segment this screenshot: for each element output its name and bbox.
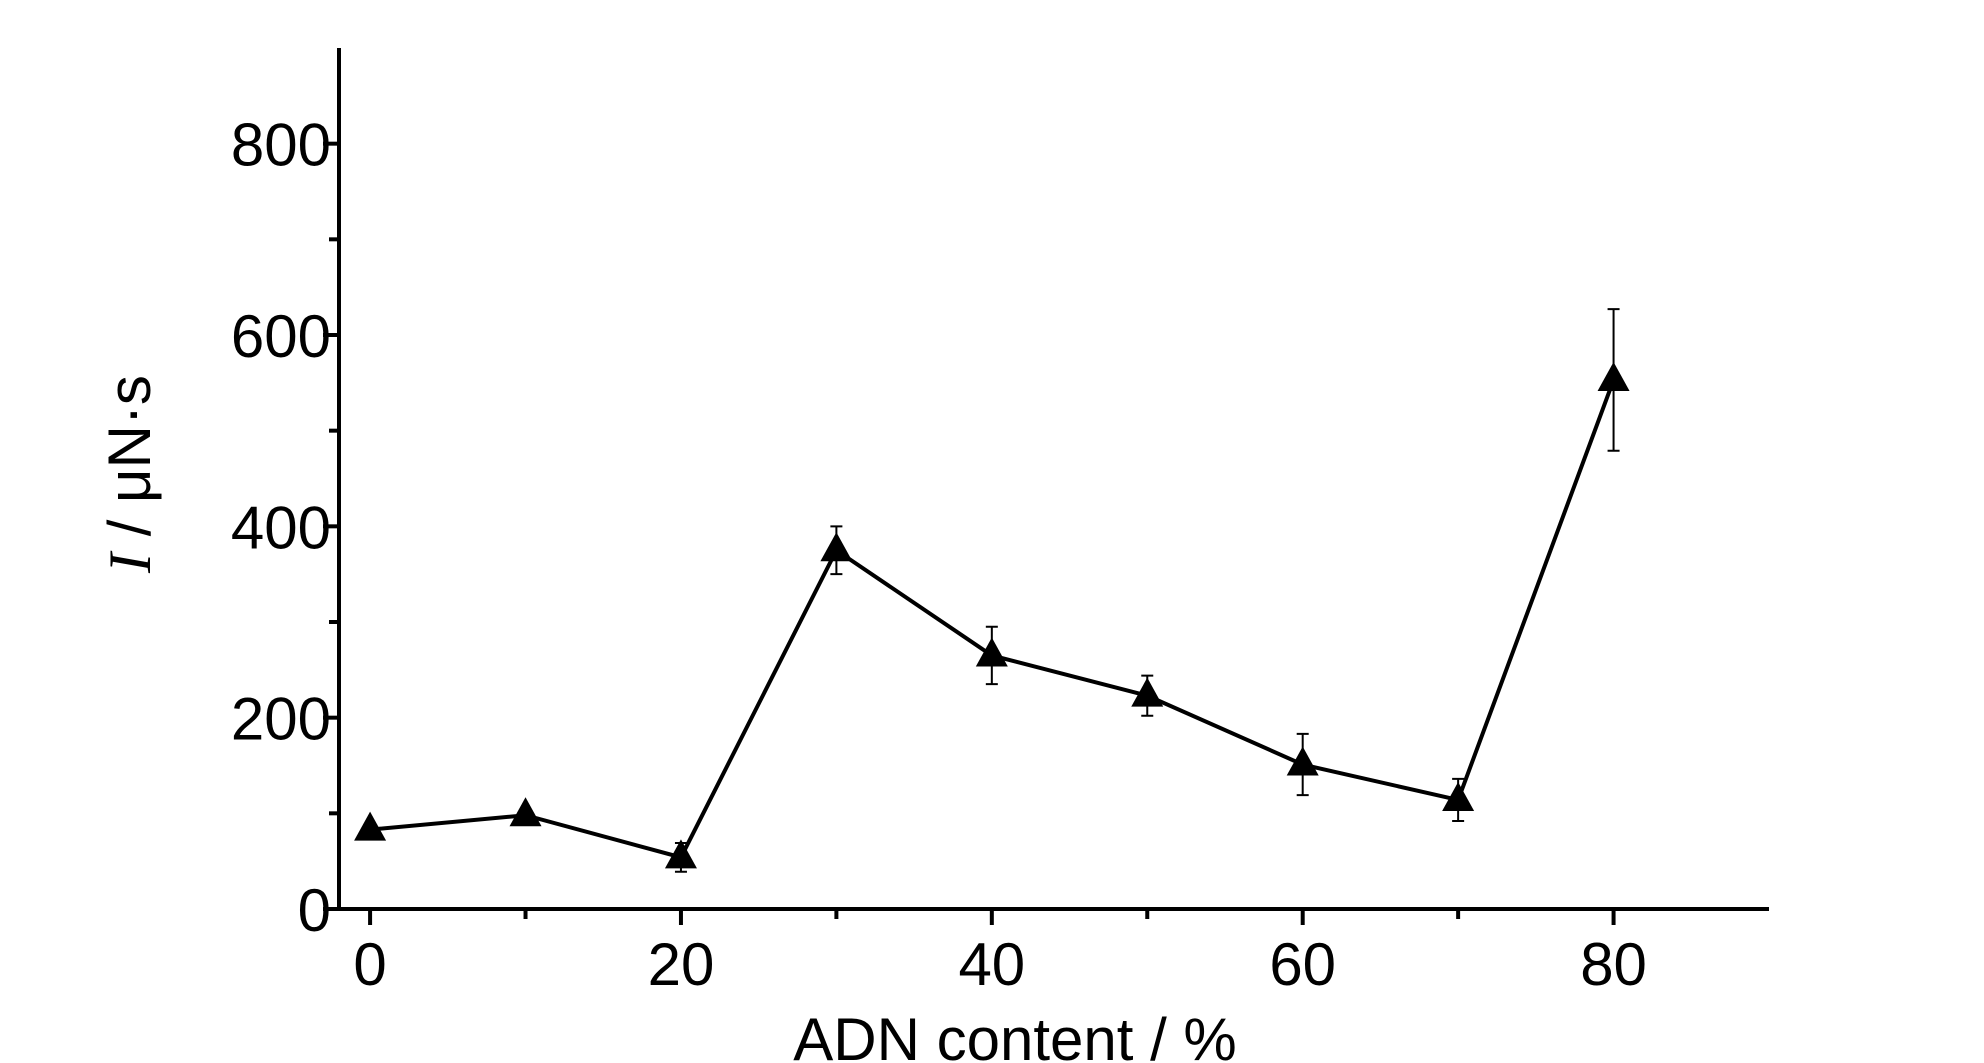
x-tick-label: 40	[958, 931, 1025, 998]
y-axis-label: I / μN·s	[96, 375, 163, 574]
x-tick-label: 0	[353, 931, 386, 998]
marker	[1597, 361, 1630, 391]
data-line	[369, 379, 1616, 860]
y-tick-label: 200	[231, 686, 331, 753]
x-tick-label: 80	[1580, 931, 1647, 998]
marker	[664, 839, 697, 869]
marker	[509, 797, 542, 827]
marker	[820, 532, 853, 562]
y-tick-label: 0	[298, 877, 331, 944]
marker	[354, 811, 387, 841]
y-tick-label: 400	[231, 494, 331, 561]
y-tick-label: 800	[231, 112, 331, 179]
x-tick-label: 60	[1269, 931, 1336, 998]
y-label-symbol: I	[97, 550, 163, 574]
x-tick-label: 20	[648, 931, 715, 998]
marker	[975, 637, 1008, 667]
y-label-unit: / μN·s	[96, 375, 163, 553]
marker	[1131, 677, 1164, 707]
marker	[1442, 781, 1475, 811]
marker	[1286, 746, 1319, 776]
x-axis-label: ADN content / %	[793, 1006, 1237, 1063]
y-tick-label: 600	[231, 303, 331, 370]
